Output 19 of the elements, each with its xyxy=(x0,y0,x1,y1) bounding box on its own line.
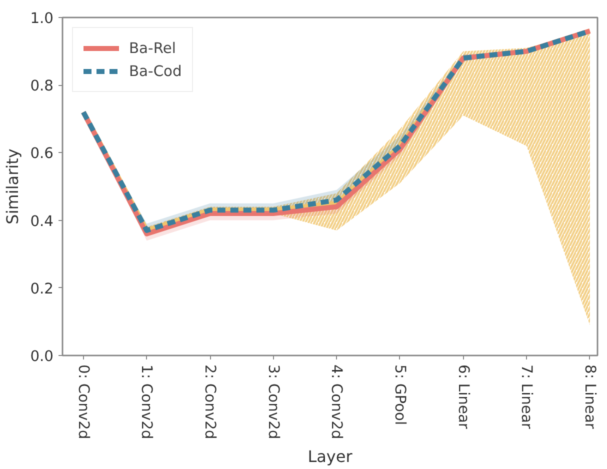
x-axis-title: Layer xyxy=(308,447,353,466)
y-tick-label: 0.0 xyxy=(30,348,54,365)
x-tick-label: 4: Conv2d xyxy=(328,364,346,440)
y-tick-label: 0.8 xyxy=(30,78,54,95)
x-tick-label: 6: Linear xyxy=(454,364,472,430)
x-tick-label: 3: Conv2d xyxy=(264,364,282,440)
x-tick-label: 1: Conv2d xyxy=(138,364,156,440)
y-tick-label: 1.0 xyxy=(30,10,54,27)
x-tick-label: 2: Conv2d xyxy=(202,364,219,440)
y-tick-label: 0.4 xyxy=(30,212,54,230)
x-tick-label: 7: Linear xyxy=(518,364,536,430)
legend-label: Ba-Rel xyxy=(129,40,176,56)
x-tick-label: 5: GPool xyxy=(391,364,408,426)
x-tick-label: 8: Linear xyxy=(581,364,598,430)
y-axis-title: Similarity xyxy=(3,148,22,224)
y-tick-label: 0.2 xyxy=(30,280,54,298)
legend-label: Ba-Cod xyxy=(129,62,182,80)
y-tick-label: 0.6 xyxy=(30,145,54,162)
x-tick-label: 0: Conv2d xyxy=(74,364,92,440)
